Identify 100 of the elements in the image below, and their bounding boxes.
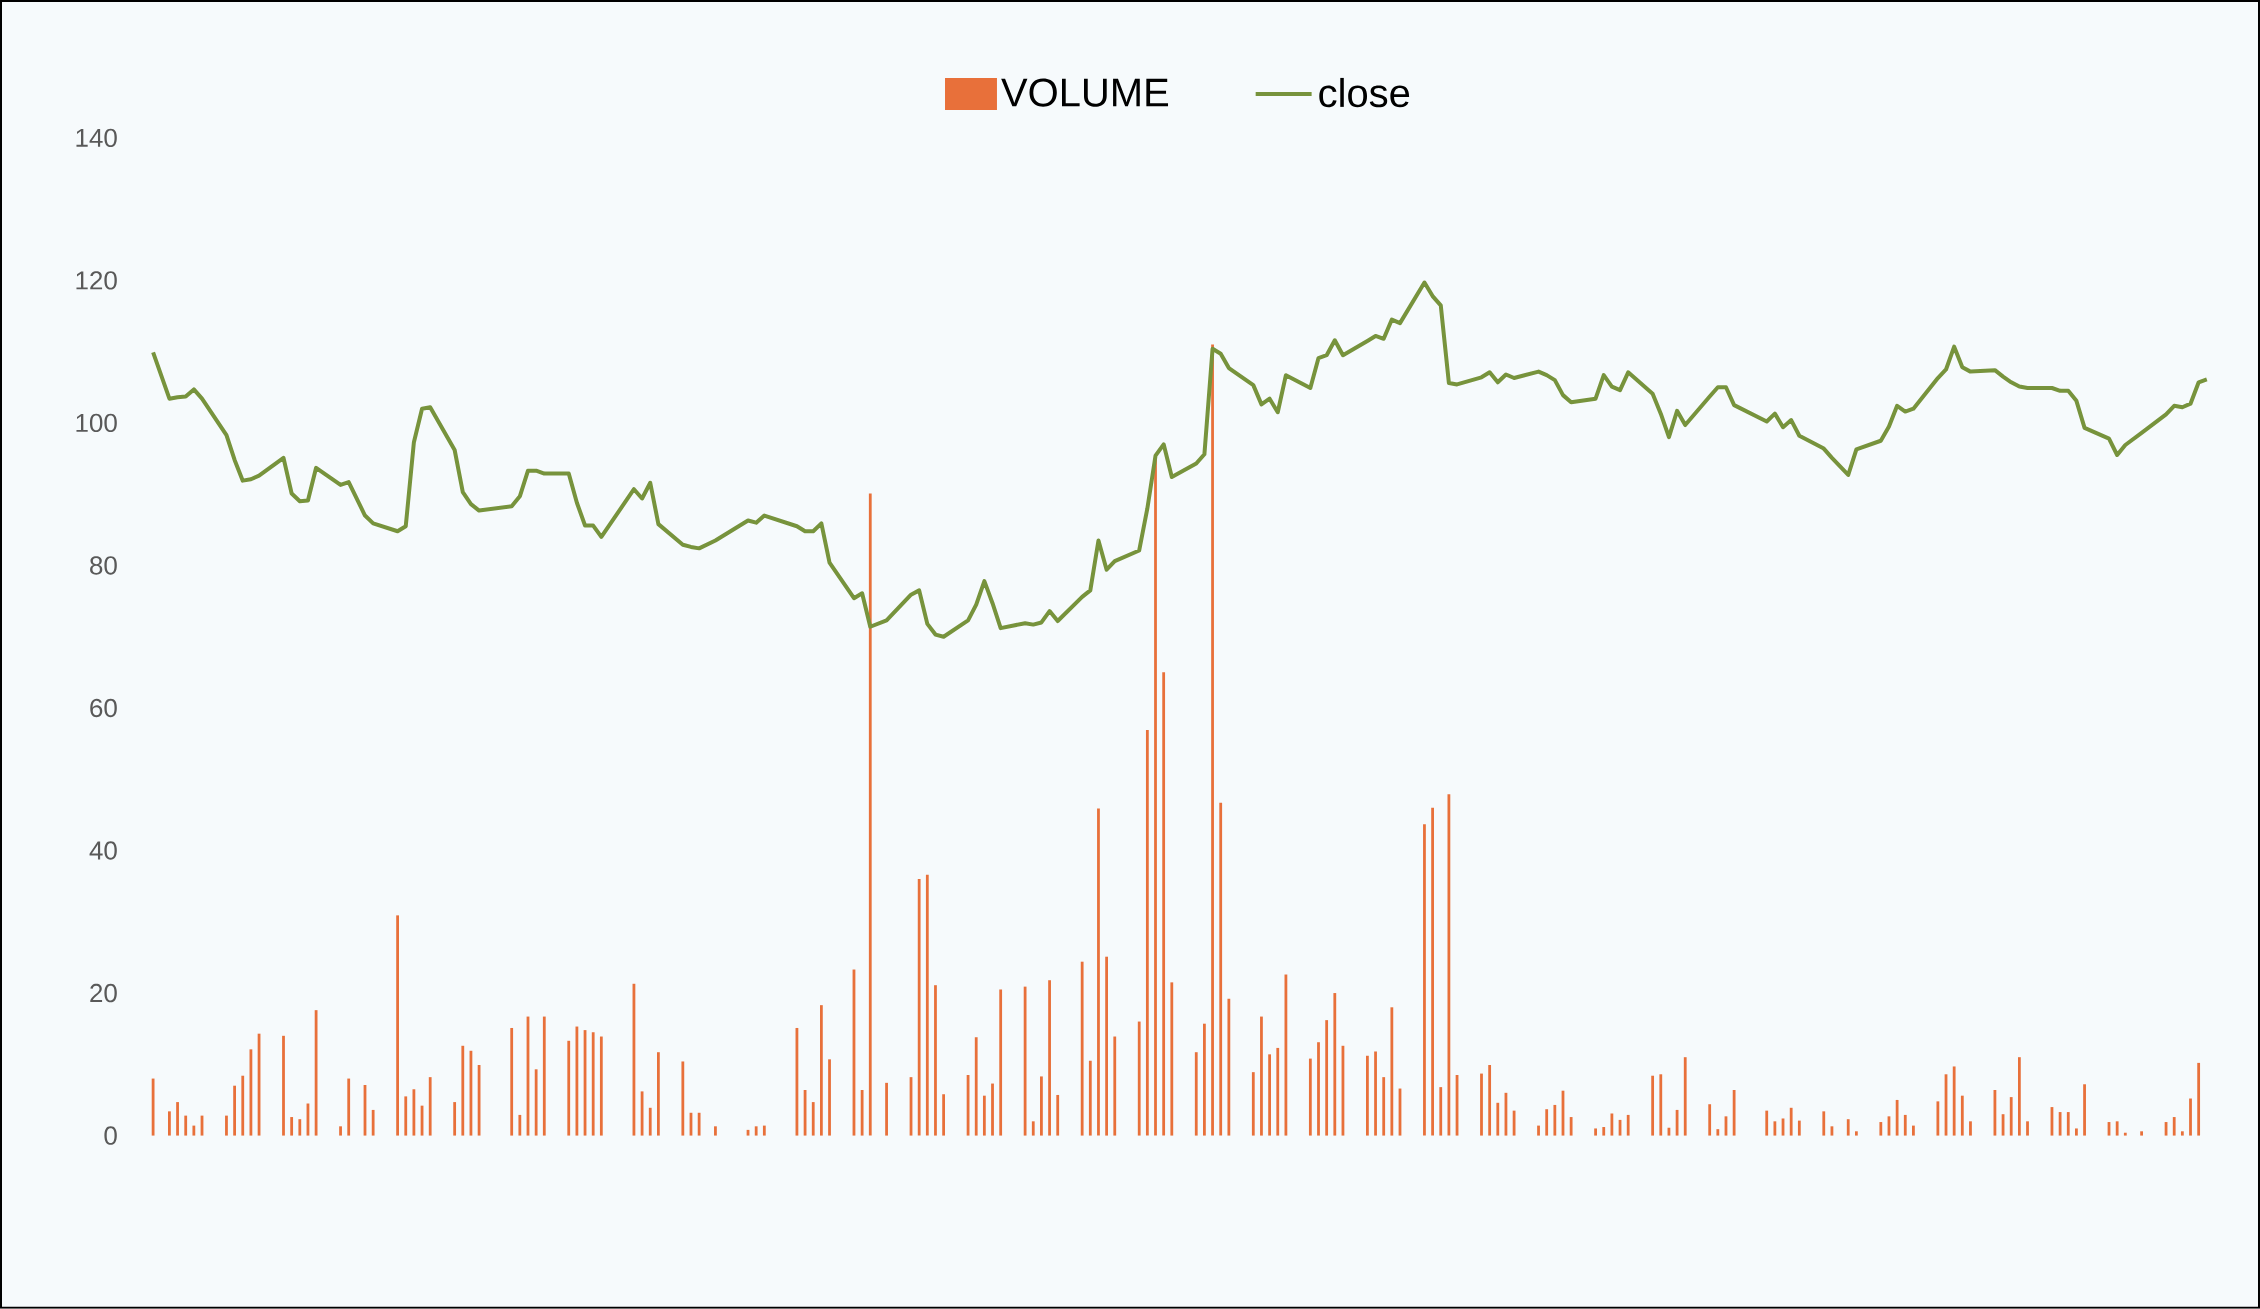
bar (1382, 1077, 1386, 1136)
bar (2083, 1084, 2086, 1136)
bar (868, 493, 872, 1136)
bar (1846, 1119, 1850, 1136)
bar (991, 1083, 994, 1136)
bar (1912, 1125, 1915, 1136)
bar (681, 1061, 685, 1136)
bar (1952, 1066, 1956, 1136)
bar (2066, 1112, 2070, 1136)
bar (1765, 1110, 1769, 1136)
bar (599, 1036, 603, 1136)
bar (925, 874, 929, 1136)
bar (290, 1117, 294, 1136)
bar (225, 1115, 228, 1136)
bar (2197, 1062, 2201, 1136)
bar (1537, 1125, 1540, 1136)
bar (1088, 1060, 1092, 1136)
bar (1969, 1121, 1972, 1136)
bar (1960, 1095, 1964, 1136)
bar (974, 1037, 978, 1136)
y-tick-label: 140 (76, 128, 117, 148)
bar (1708, 1104, 1712, 1136)
bar (1936, 1101, 1940, 1136)
bar (828, 1059, 831, 1136)
bar (942, 1094, 946, 1136)
bar (1260, 1016, 1263, 1136)
bar (1439, 1087, 1443, 1136)
bar (567, 1040, 571, 1136)
bar (298, 1119, 302, 1136)
bar (648, 1107, 652, 1136)
bar (1569, 1117, 1573, 1136)
bar (811, 1102, 815, 1136)
bar (1113, 1036, 1117, 1136)
bar (1056, 1095, 1060, 1136)
bar (1276, 1048, 1280, 1136)
bar (1097, 808, 1100, 1136)
bar (2009, 1097, 2013, 1136)
y-tick-label: 40 (89, 841, 117, 860)
bar (1496, 1102, 1500, 1136)
y-tick-label: 80 (90, 556, 117, 575)
bar (1268, 1054, 1271, 1136)
bar (1325, 1020, 1329, 1136)
bar (1194, 1052, 1198, 1136)
bar (762, 1125, 766, 1136)
bar (428, 1077, 432, 1136)
bar (371, 1110, 375, 1136)
bar (192, 1125, 196, 1136)
bar (347, 1078, 351, 1136)
bar (1903, 1114, 1907, 1136)
bar (1023, 986, 1027, 1136)
bar (1203, 1023, 1206, 1136)
bar (396, 915, 399, 1136)
bar (1308, 1058, 1312, 1136)
bar (1317, 1042, 1320, 1136)
bar (934, 985, 937, 1136)
bar (339, 1126, 342, 1136)
bar (168, 1111, 171, 1136)
legend-label: VOLUME (1001, 78, 1169, 107)
bar (2115, 1121, 2119, 1136)
legend-label: close (1319, 78, 1410, 108)
bar (1145, 730, 1149, 1136)
bar (2172, 1117, 2176, 1136)
bar (1219, 802, 1223, 1136)
y-tick-label: 120 (76, 271, 117, 290)
bar (2189, 1098, 2192, 1136)
bar (2058, 1112, 2062, 1136)
bar (453, 1102, 457, 1136)
bar (1431, 807, 1434, 1136)
bar (1423, 824, 1426, 1136)
bar (1553, 1105, 1557, 1136)
bar (518, 1114, 522, 1136)
bar (1879, 1122, 1883, 1136)
bar (542, 1016, 546, 1136)
bar (1227, 998, 1231, 1136)
bar (534, 1069, 538, 1136)
bar (982, 1095, 986, 1136)
bar (1390, 1007, 1394, 1136)
y-tick-label: 60 (90, 698, 117, 718)
bar (1732, 1090, 1736, 1136)
bar (1105, 956, 1109, 1136)
bar (1545, 1109, 1549, 1136)
bar (314, 1010, 318, 1136)
bar (1716, 1129, 1720, 1136)
bar (885, 1082, 888, 1136)
bar (1895, 1100, 1899, 1136)
bar (2026, 1121, 2029, 1136)
bar (754, 1126, 758, 1136)
y-tick-label: 0 (104, 1126, 117, 1145)
bar (917, 879, 921, 1136)
bar (819, 1005, 823, 1136)
bar (714, 1126, 717, 1136)
bar (2075, 1128, 2078, 1136)
bar (1333, 993, 1337, 1136)
bar (1797, 1120, 1801, 1136)
bar (1789, 1107, 1793, 1136)
bar (1211, 344, 1214, 1136)
bar (233, 1085, 236, 1136)
bar (2180, 1131, 2184, 1136)
bar (1447, 794, 1451, 1136)
bar (591, 1032, 595, 1136)
